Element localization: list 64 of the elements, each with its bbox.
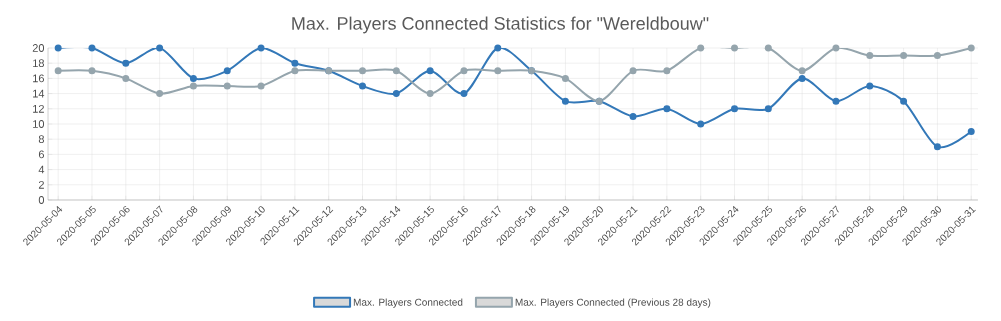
point (359, 67, 367, 75)
point (122, 59, 130, 67)
point (967, 128, 975, 136)
point (697, 44, 705, 52)
chart-title: Max. Players Connected Statistics for "Wereldbouw" (292, 16, 709, 34)
legend-label: Max. Players Connected (353, 298, 463, 308)
point (629, 112, 637, 120)
point (798, 74, 806, 82)
point (866, 52, 874, 60)
point (663, 105, 671, 113)
point (933, 143, 941, 151)
point (832, 97, 840, 105)
point (189, 82, 197, 90)
y-tick-label: 6 (38, 150, 44, 159)
y-tick-label: 14 (33, 89, 45, 98)
point (764, 44, 772, 52)
y-tick-label: 18 (33, 59, 44, 68)
point (629, 67, 637, 75)
point (494, 67, 502, 75)
point (291, 59, 299, 67)
point (359, 82, 367, 90)
point (392, 90, 400, 98)
point (88, 67, 96, 75)
y-tick-label: 10 (33, 120, 45, 128)
point (88, 44, 96, 52)
point (933, 52, 941, 60)
point (663, 67, 671, 75)
point (257, 44, 265, 52)
point (561, 97, 569, 105)
point (291, 67, 299, 75)
y-tick-label: 16 (33, 74, 44, 83)
legend-label: Max. Players Connected (Previous 28 days) (515, 298, 711, 308)
point (460, 67, 468, 75)
point (122, 74, 130, 82)
point (731, 44, 739, 52)
point (900, 52, 908, 60)
point (731, 105, 739, 113)
point (223, 82, 231, 90)
point (494, 44, 502, 52)
point (561, 74, 569, 82)
y-tick-label: 20 (32, 44, 45, 52)
point (967, 44, 975, 52)
y-tick-label: 12 (33, 104, 44, 113)
point (223, 67, 231, 75)
point (392, 67, 400, 75)
point (257, 82, 265, 90)
point (764, 105, 772, 113)
point (156, 90, 164, 98)
point (900, 97, 908, 105)
point (426, 90, 434, 98)
point (426, 67, 434, 75)
point (832, 44, 840, 52)
point (866, 82, 874, 90)
point (54, 44, 62, 52)
point (798, 67, 806, 75)
point (156, 44, 164, 52)
point (697, 120, 705, 128)
y-tick-label: 2 (38, 180, 44, 189)
y-tick-label: 0 (38, 196, 45, 204)
y-tick-label: 8 (38, 135, 44, 144)
point (460, 90, 468, 98)
point (189, 74, 197, 82)
point (54, 67, 62, 75)
y-tick-label: 4 (38, 165, 45, 174)
